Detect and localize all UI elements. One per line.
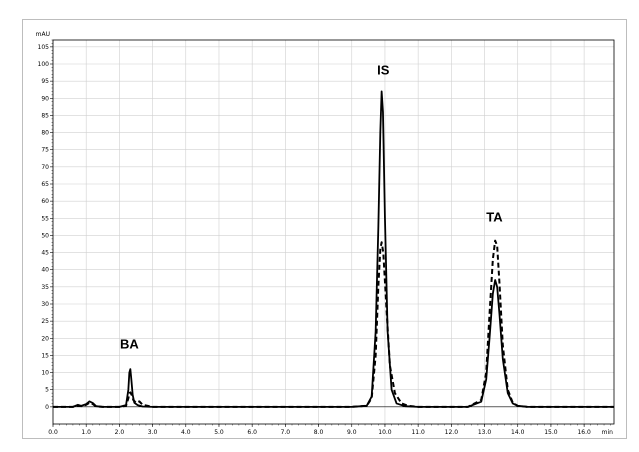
x-tick-label: 3.0 <box>148 429 158 436</box>
peak-label-is: IS <box>377 62 390 77</box>
x-tick-label: 8.0 <box>314 429 324 436</box>
chart-frame <box>22 19 627 439</box>
x-tick-label: 9.0 <box>347 429 357 436</box>
y-tick-label: 35 <box>41 284 49 291</box>
x-tick-label: 10.0 <box>378 429 392 436</box>
x-tick-label: 1.0 <box>81 429 91 436</box>
x-tick-label: 7.0 <box>281 429 291 436</box>
y-axis: 0 5 10 15 20 25 30 35 40 45 50 55 60 65 70 75 80 85 90 95 10… <box>38 39 53 411</box>
y-tick-label: 50 <box>41 232 49 239</box>
x-tick-label: 2.0 <box>115 429 125 436</box>
x-tick-label: 12.0 <box>445 429 459 436</box>
y-tick-label: 75 <box>41 147 49 154</box>
x-axis-unit-label: min <box>602 429 614 436</box>
plot-border <box>52 39 615 425</box>
y-tick-label: 10 <box>41 370 49 377</box>
peak-label-ta: TA <box>486 210 503 225</box>
x-axis: 0.0 1.0 2.0 3.0 4.0 5.0 6.0 7.0 8.0 9.0 10.0 11.0 12… <box>48 424 611 436</box>
peak-label-ba: BA <box>120 337 139 352</box>
series-layer <box>53 90 614 408</box>
y-tick-label: 60 <box>41 198 49 205</box>
x-tick-label: 4.0 <box>181 429 191 436</box>
grid <box>52 40 614 424</box>
y-tick-label: 45 <box>41 250 49 257</box>
y-axis-unit-label: mAU <box>36 31 50 38</box>
y-tick-label: 85 <box>41 112 49 119</box>
x-tick-label: 11.0 <box>411 429 425 436</box>
y-tick-label: 65 <box>41 181 49 188</box>
y-tick-label: 30 <box>41 301 49 308</box>
y-tick-label: 95 <box>41 78 49 85</box>
y-tick-label: 15 <box>41 352 49 359</box>
x-tick-label: 5.0 <box>214 429 224 436</box>
y-tick-label: 70 <box>41 164 49 171</box>
y-tick-label: 105 <box>38 44 50 51</box>
series-line-solid <box>53 90 614 408</box>
y-tick-label: 90 <box>41 95 49 102</box>
x-tick-label: 14.0 <box>511 429 525 436</box>
y-tick-label: 0 <box>45 404 49 411</box>
y-tick-label: 100 <box>38 61 50 68</box>
x-tick-label: 16.0 <box>577 429 591 436</box>
series-line-dashed <box>53 239 614 408</box>
annotations: BA IS TA <box>120 62 503 351</box>
x-tick-label: 13.0 <box>478 429 492 436</box>
x-tick-label: 15.0 <box>544 429 558 436</box>
y-tick-label: 80 <box>41 130 49 137</box>
y-tick-label: 5 <box>45 387 49 394</box>
x-tick-label: 0.0 <box>48 429 58 436</box>
y-tick-label: 20 <box>41 335 49 342</box>
y-tick-label: 25 <box>41 318 49 325</box>
x-tick-label: 6.0 <box>247 429 257 436</box>
y-tick-label: 40 <box>41 267 49 274</box>
y-tick-label: 55 <box>41 215 49 222</box>
